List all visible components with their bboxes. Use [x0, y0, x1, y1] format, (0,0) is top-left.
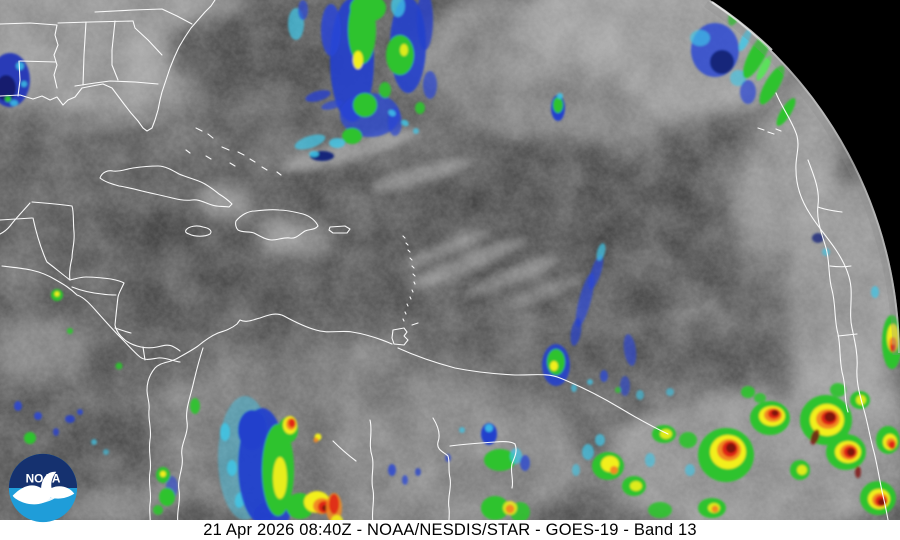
limb-haze	[704, 1, 900, 356]
convection-cells-central-america	[51, 289, 123, 370]
coastline-overlay	[0, 0, 891, 533]
convection-cell-north-atlantic	[288, 0, 437, 150]
coastline-west-africa	[757, 92, 891, 533]
noaa-logo-text: NOAA	[26, 471, 61, 485]
convection-cell-mid-atlantic	[551, 93, 565, 121]
convection-cell-hispaniola-ne	[309, 151, 334, 161]
coastline-caribbean-islands	[99, 127, 419, 346]
convection-cell-left-edge	[0, 53, 30, 107]
coastline-south-america	[146, 313, 669, 531]
convection-cells-east-of-antilles	[542, 243, 637, 396]
space-mask	[704, 0, 900, 356]
convection-cell-venezuela	[218, 396, 343, 529]
noaa-logo: NOAA	[8, 453, 78, 523]
convection-itcz-atlantic	[571, 286, 900, 518]
convection-cells-guyana	[388, 423, 530, 522]
limb-rim-bright	[711, 1, 773, 51]
noaa-seagull-wing	[25, 495, 59, 504]
noaa-seagull-icon	[12, 471, 75, 505]
caption-bar: 21 Apr 2026 08:40Z - NOAA/NESDIS/STAR - …	[0, 520, 900, 540]
limb-rim	[709, 0, 900, 354]
convection-cells	[0, 0, 900, 529]
coastline-central-america	[0, 201, 181, 363]
noaa-logo-upper	[8, 453, 78, 488]
convection-cells-east-pacific	[14, 401, 109, 455]
caption-text: 21 Apr 2026 08:40Z - NOAA/NESDIS/STAR - …	[203, 521, 697, 539]
coastline-us-southeast	[0, 0, 216, 132]
convection-cells-colombia	[153, 398, 200, 515]
